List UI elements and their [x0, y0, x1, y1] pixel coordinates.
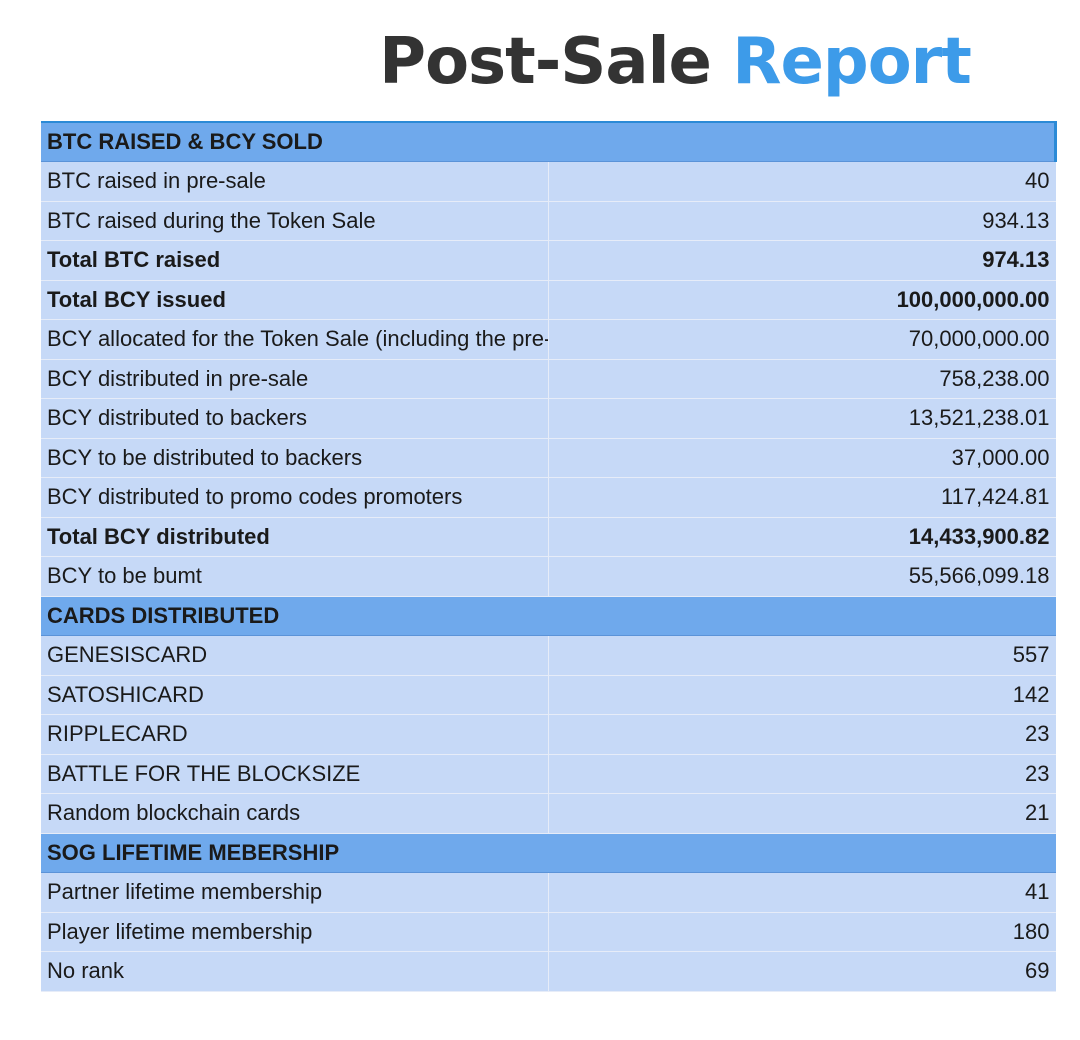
row-label: Total BTC raised: [41, 240, 549, 281]
row-value: 21: [548, 793, 1056, 834]
table-row: BCY distributed in pre-sale 758,238.00: [41, 359, 1056, 399]
row-value: 117,424.81: [548, 477, 1056, 518]
table-row: RIPPLECARD 23: [41, 714, 1056, 755]
row-label: BCY to be distributed to backers: [41, 438, 549, 478]
row-label: Random blockchain cards: [41, 793, 549, 834]
row-value: 41: [548, 872, 1056, 913]
table-row: BCY to be bumt 55,566,099.18: [41, 556, 1056, 597]
row-label: Total BCY distributed: [41, 517, 549, 557]
row-value: 23: [548, 754, 1056, 794]
row-label: BCY distributed in pre-sale: [41, 359, 549, 399]
row-value: 69: [548, 951, 1056, 992]
row-value: 100,000,000.00: [548, 280, 1056, 320]
row-value: 37,000.00: [548, 438, 1056, 478]
row-label: BCY to be bumt: [41, 556, 549, 597]
row-label: BCY distributed to backers: [41, 398, 549, 439]
post-sale-report-table: BTC RAISED & BCY SOLD BTC raised in pre-s…: [41, 121, 1057, 992]
row-label: Total BCY issued: [41, 280, 549, 320]
table-row: No rank 69: [41, 951, 1056, 992]
row-label: BATTLE FOR THE BLOCKSIZE: [41, 754, 549, 794]
table-row: BCY distributed to promo codes promoters…: [41, 477, 1056, 518]
section-header-sog-lifetime-mebership: SOG LIFETIME MEBERSHIP: [41, 833, 1056, 873]
table-row: Partner lifetime membership 41: [41, 872, 1056, 913]
row-value: 142: [548, 675, 1056, 715]
row-value: 40: [548, 161, 1056, 202]
page-title-part1: Post-Sale: [379, 25, 712, 99]
row-value: 13,521,238.01: [548, 398, 1056, 439]
row-label: No rank: [41, 951, 549, 992]
row-label: BCY distributed to promo codes promoters: [41, 477, 549, 518]
row-value: 974.13: [548, 240, 1056, 281]
row-value: 70,000,000.00: [548, 319, 1056, 360]
section-header-btc-raised-bcy-sold: BTC RAISED & BCY SOLD: [41, 121, 1057, 162]
row-value: 557: [548, 635, 1056, 676]
table-row: SATOSHICARD 142: [41, 675, 1056, 715]
row-label: SATOSHICARD: [41, 675, 549, 715]
table-row: BCY distributed to backers 13,521,238.01: [41, 398, 1056, 439]
table-row: BCY to be distributed to backers 37,000.0…: [41, 438, 1056, 478]
row-label: Partner lifetime membership: [41, 872, 549, 913]
row-label: RIPPLECARD: [41, 714, 549, 755]
table-row: BTC raised in pre-sale 40: [41, 161, 1056, 202]
row-value: 55,566,099.18: [548, 556, 1056, 597]
table-row: Random blockchain cards 21: [41, 793, 1056, 834]
row-label: BCY allocated for the Token Sale (includ…: [41, 319, 549, 360]
row-label: Player lifetime membership: [41, 912, 549, 952]
table-row: Total BCY distributed 14,433,900.82: [41, 517, 1056, 557]
table-row: Player lifetime membership 180: [41, 912, 1056, 952]
section-header-label: SOG LIFETIME MEBERSHIP: [41, 833, 1056, 873]
row-label: GENESISCARD: [41, 635, 549, 676]
row-value: 23: [548, 714, 1056, 755]
section-header-label: BTC RAISED & BCY SOLD: [41, 121, 1057, 162]
table-row: BATTLE FOR THE BLOCKSIZE 23: [41, 754, 1056, 794]
table-row: BTC raised during the Token Sale 934.13: [41, 201, 1056, 241]
table-row: BCY allocated for the Token Sale (includ…: [41, 319, 1056, 360]
section-header-label: CARDS DISTRIBUTED: [41, 596, 1056, 636]
row-label: BTC raised in pre-sale: [41, 161, 549, 202]
row-value: 934.13: [548, 201, 1056, 241]
row-value: 180: [548, 912, 1056, 952]
table-row: Total BCY issued 100,000,000.00: [41, 280, 1056, 320]
report-table-body: BTC RAISED & BCY SOLD BTC raised in pre-s…: [41, 121, 1057, 992]
row-value: 758,238.00: [548, 359, 1056, 399]
page-title-part2: Report: [732, 25, 972, 99]
row-value: 14,433,900.82: [548, 517, 1056, 557]
row-label: BTC raised during the Token Sale: [41, 201, 549, 241]
table-row: Total BTC raised 974.13: [41, 240, 1056, 281]
page-title: Post-Sale Report: [0, 24, 1080, 100]
section-header-cards-distributed: CARDS DISTRIBUTED: [41, 596, 1056, 636]
table-row: GENESISCARD 557: [41, 635, 1056, 676]
